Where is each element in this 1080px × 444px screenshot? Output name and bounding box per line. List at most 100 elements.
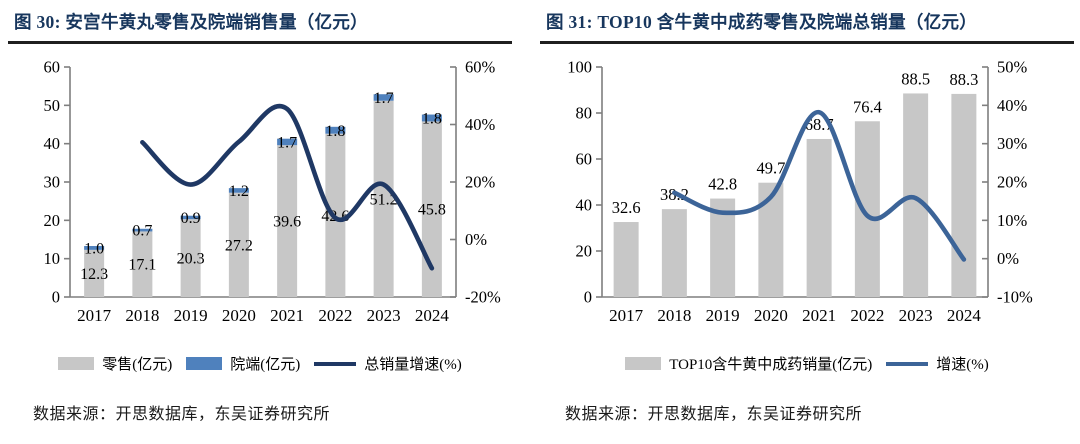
bar-segment xyxy=(180,219,201,297)
bar-value-label: 1.8 xyxy=(325,123,345,140)
growth-line xyxy=(672,109,967,262)
y2-axis-tick-label: 0% xyxy=(465,230,487,249)
legend-item: 总销量增速(%) xyxy=(314,353,462,374)
chart-svg-right: 0 20 40 60 80 100 -10% 0% 10% 20% 30% 40% 50% 2017 201… xyxy=(567,58,1033,326)
bar-value-label: 51.2 xyxy=(370,191,398,208)
bar-segment xyxy=(277,145,298,297)
bar-segment xyxy=(373,100,394,297)
bar-segment xyxy=(806,138,832,297)
y-axis-tick-label: 60 xyxy=(576,150,593,169)
bar-segment xyxy=(277,138,298,146)
bar-value-label: 27.2 xyxy=(225,237,253,254)
y-axis-tick-label: 30 xyxy=(44,173,61,192)
bar-segment xyxy=(613,222,639,297)
legend-label: 零售(亿元) xyxy=(102,357,173,373)
bar-value-label: 45.8 xyxy=(418,202,446,219)
x-axis-tick-label: 2021 xyxy=(802,306,836,325)
bar-segment xyxy=(421,114,442,122)
bar-value-label: 0.9 xyxy=(181,210,201,227)
y-axis-tick-label: 100 xyxy=(567,58,592,77)
y2-axis-tick-label: 30% xyxy=(997,134,1028,153)
y2-axis-tick-label: 40% xyxy=(465,115,496,134)
bar-value-label: 17.1 xyxy=(128,257,156,274)
y2-axis-tick-label: 40% xyxy=(997,96,1028,115)
x-axis-tick-label: 2022 xyxy=(318,306,352,325)
chart-area: 0 20 40 60 80 100 -10% 0% 10% 20% 30% 40% 50% 2017 201… xyxy=(540,52,1074,349)
legend-label: 院端(亿元) xyxy=(230,357,301,373)
figure-title: 图 31: TOP10 含牛黄中成药零售及院端总销量（亿元） xyxy=(546,12,978,32)
figure-title: 图 30: 安宫牛黄丸零售及院端销售量（亿元） xyxy=(14,12,368,32)
bar-value-label: 12.3 xyxy=(80,266,108,283)
legend-box-swatch xyxy=(625,357,662,370)
bar-segment xyxy=(132,231,153,297)
title-rule xyxy=(540,41,1074,44)
bar-segment xyxy=(325,126,346,134)
x-axis-tick-label: 2018 xyxy=(125,306,159,325)
y2-axis-tick-label: 60% xyxy=(465,58,496,77)
bar-segment xyxy=(84,246,105,250)
legend-line-swatch xyxy=(314,361,357,366)
x-axis-tick-label: 2017 xyxy=(77,306,112,325)
x-axis-tick-label: 2024 xyxy=(415,306,450,325)
bar-segment xyxy=(903,93,929,297)
legend-item: TOP10含牛黄中成药销量(亿元) xyxy=(625,353,872,374)
legend-label: 总销量增速(%) xyxy=(364,357,462,373)
x-axis-tick-label: 2019 xyxy=(706,306,740,325)
legend-box-swatch xyxy=(186,357,223,370)
bar-value-label: 1.2 xyxy=(229,183,249,200)
y-axis-tick-label: 40 xyxy=(576,196,593,215)
bar-segment xyxy=(228,192,249,297)
figure-30: 图 30: 安宫牛黄丸零售及院端销售量（亿元） 0 10 20 30 40 50 60 -20… xyxy=(8,6,512,424)
figure-31: 图 31: TOP10 含牛黄中成药零售及院端总销量（亿元） 0 20 40 60 80… xyxy=(540,6,1074,424)
x-axis-tick-label: 2021 xyxy=(270,306,304,325)
x-axis-tick-label: 2017 xyxy=(609,306,644,325)
y2-axis-tick-label: 10% xyxy=(997,211,1028,230)
y2-axis-tick-label: -20% xyxy=(465,288,501,307)
bar-segment xyxy=(854,121,880,297)
bar-value-label: 1.8 xyxy=(422,110,442,127)
source-note: 数据来源：开思数据库，东吴证券研究所 xyxy=(565,406,863,423)
bar-value-label: 39.6 xyxy=(273,214,301,231)
x-axis-tick-label: 2020 xyxy=(754,306,788,325)
source-note: 数据来源：开思数据库，东吴证券研究所 xyxy=(33,406,331,423)
bar-value-label: 0.7 xyxy=(132,223,152,240)
y2-axis-tick-label: -10% xyxy=(997,288,1033,307)
bar-value-label: 1.7 xyxy=(277,134,297,151)
x-axis-tick-label: 2024 xyxy=(947,306,982,325)
bar-value-label: 88.3 xyxy=(949,70,978,89)
bar-value-label: 88.5 xyxy=(901,69,930,88)
legend-label: TOP10含牛黄中成药销量(亿元) xyxy=(669,357,873,373)
legend-item: 院端(亿元) xyxy=(186,353,300,374)
x-axis-tick-label: 2023 xyxy=(899,306,933,325)
legend-item: 增速(%) xyxy=(886,353,989,374)
bar-value-label: 42.8 xyxy=(708,175,737,194)
bar-segment xyxy=(228,188,249,193)
bar-value-label: 20.3 xyxy=(177,251,205,268)
x-axis-tick-label: 2023 xyxy=(367,306,401,325)
y-axis-tick-label: 20 xyxy=(576,242,593,261)
bar-segment xyxy=(951,93,977,297)
bar-segment xyxy=(180,215,201,220)
y-axis-tick-label: 0 xyxy=(52,288,60,307)
y-axis-tick-label: 40 xyxy=(44,134,61,153)
y-axis-tick-label: 20 xyxy=(44,211,61,230)
bar-segment xyxy=(132,228,153,232)
y-axis-tick-label: 0 xyxy=(584,288,592,307)
y2-axis-tick-label: 20% xyxy=(997,173,1028,192)
legend-box-swatch xyxy=(58,357,95,370)
y-axis-tick-label: 60 xyxy=(44,58,61,77)
chart-svg-left: 0 10 20 30 40 50 60 -20% 0% 20% 40% 60% 2017 2018 2019… xyxy=(44,58,501,326)
bar-segment xyxy=(661,209,687,297)
x-axis-tick-label: 2020 xyxy=(222,306,256,325)
title-rule xyxy=(8,41,512,44)
y2-axis-tick-label: 0% xyxy=(997,249,1019,268)
y-axis-tick-label: 80 xyxy=(576,104,593,123)
y2-axis-tick-label: 50% xyxy=(997,58,1028,77)
chart-legend: TOP10含牛黄中成药销量(亿元) 增速(%) xyxy=(540,353,1074,374)
chart-legend: 零售(亿元) 院端(亿元) 总销量增速(%) xyxy=(8,353,512,374)
bar-value-label: 1.7 xyxy=(374,90,394,107)
y2-axis-tick-label: 20% xyxy=(465,173,496,192)
y-axis-tick-label: 10 xyxy=(44,249,61,268)
x-axis-tick-label: 2022 xyxy=(850,306,884,325)
bar-value-label: 49.7 xyxy=(756,159,785,178)
